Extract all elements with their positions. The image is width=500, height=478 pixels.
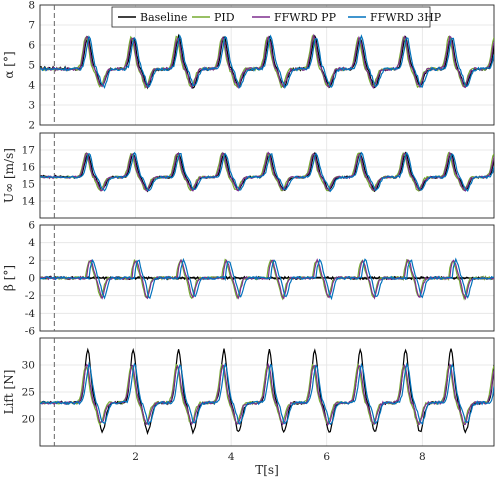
x-axis-label: T[s] [255, 463, 279, 477]
y-tick-label: 6 [28, 40, 35, 52]
legend-label: Baseline [140, 11, 187, 24]
y-axis-label: α [°] [2, 51, 16, 78]
y-tick-label: 30 [22, 360, 35, 372]
y-tick-label: -6 [25, 326, 36, 338]
axes-box [39, 132, 495, 219]
y-tick-label: 14 [22, 196, 36, 208]
panel-2: 14 15 16 17 U∞ [m/s] [2, 132, 495, 219]
series-line-ffwrd-3hp [40, 361, 494, 426]
legend: Baseline PID FFWRD PP FFWRD 3HP [111, 6, 442, 28]
series-line-ffwrd-3hp [40, 257, 494, 301]
y-tick-label: 5 [28, 60, 35, 72]
x-tick-label: 4 [228, 451, 235, 463]
y-tick-label: 2 [28, 120, 35, 132]
y-axis-label: β [°] [2, 265, 16, 291]
y-tick-label: 17 [22, 145, 35, 157]
y-tick-label: 6 [28, 220, 35, 232]
legend-box [111, 6, 431, 28]
axes-box [39, 337, 495, 447]
legend-label: FFWRD 3HP [370, 11, 442, 24]
y-axis-label: U∞ [m/s] [2, 148, 16, 203]
y-tick-label: 2 [28, 255, 35, 267]
y-tick-label: 4 [28, 237, 35, 249]
series-line-ffwrd-3hp [40, 34, 494, 90]
y-tick-label: 25 [22, 387, 35, 399]
y-tick-label: -2 [25, 290, 35, 302]
y-tick-label: 4 [28, 80, 35, 92]
series-line-ffwrd-pp [40, 33, 494, 90]
y-tick-label: 16 [22, 162, 36, 174]
series-line-ffwrd-pp [40, 362, 494, 426]
series-line-baseline [40, 347, 494, 436]
x-tick-label: 6 [323, 451, 330, 463]
panel-4: 20 25 30 Lift [N] [2, 337, 495, 447]
y-tick-label: 3 [28, 100, 35, 112]
axes-box [39, 4, 495, 126]
y-tick-label: 7 [28, 20, 35, 32]
y-tick-label: 8 [28, 0, 35, 12]
y-axis-label: Lift [N] [2, 370, 16, 415]
y-tick-label: 20 [22, 414, 35, 426]
y-tick-label: 0 [28, 273, 35, 285]
series-line-ffwrd-pp [40, 151, 494, 192]
x-tick-label: 2 [132, 451, 139, 463]
series-line-ffwrd-3hp [40, 151, 494, 193]
legend-label: FFWRD PP [274, 11, 337, 24]
y-tick-label: 15 [22, 179, 35, 191]
legend-label: PID [214, 11, 235, 24]
panel-3: -6 -4 -2 0 2 4 6 β [°] [2, 220, 495, 338]
y-tick-label: -4 [25, 308, 36, 320]
x-tick-label: 8 [419, 451, 426, 463]
